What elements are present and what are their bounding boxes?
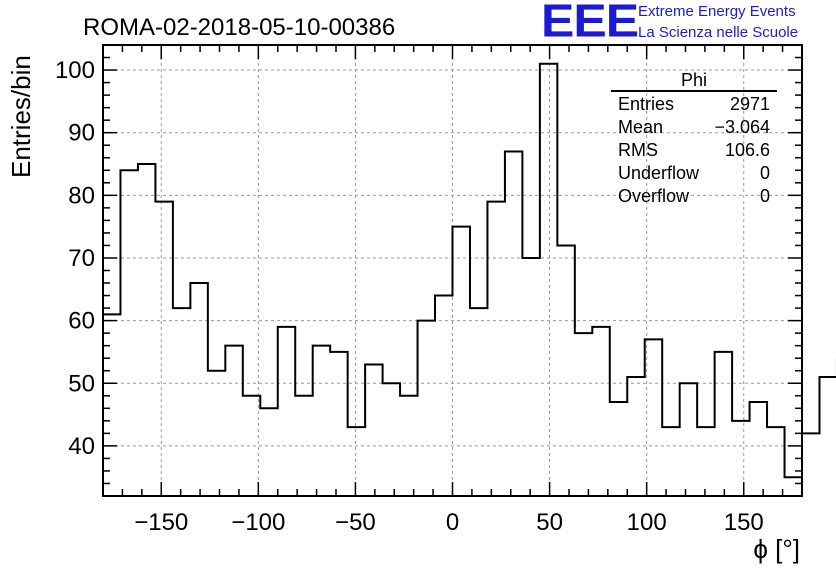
stats-box: Phi Entries 2971 Mean −3.064 RMS 106.6 U… [611, 70, 777, 206]
y-tick-label: 90 [68, 120, 95, 147]
stats-value-overflow: 0 [760, 186, 770, 206]
x-tick-label: −100 [231, 509, 285, 536]
stats-label-entries: Entries [618, 94, 674, 114]
y-tick-label: 40 [68, 433, 95, 460]
x-tick-label: 100 [627, 509, 667, 536]
y-tick-label: 80 [68, 182, 95, 209]
tick-labels: −150 −100 −50 0 50 100 150 40 50 60 70 80 90 100 [55, 57, 764, 536]
stats-title: Phi [681, 70, 707, 90]
stats-value-entries: 2971 [730, 94, 770, 114]
stats-value-rms: 106.6 [725, 140, 770, 160]
stats-label-mean: Mean [618, 117, 663, 137]
chart-title: ROMA-02-2018-05-10-00386 [83, 14, 395, 41]
stats-label-underflow: Underflow [618, 163, 700, 183]
x-tick-label: 50 [536, 509, 563, 536]
stats-value-underflow: 0 [760, 163, 770, 183]
x-tick-label: −150 [134, 509, 188, 536]
logo-line-1: Extreme Energy Events [638, 3, 796, 20]
x-axis-label: ϕ [°] [753, 534, 800, 564]
grid-lines [103, 45, 802, 496]
y-tick-label: 70 [68, 245, 95, 272]
eee-logo: EEE [541, 0, 639, 47]
y-tick-label: 100 [55, 57, 95, 84]
x-tick-label: 0 [446, 509, 459, 536]
stats-label-overflow: Overflow [618, 186, 690, 206]
y-tick-label: 50 [68, 370, 95, 397]
stats-value-mean: −3.064 [714, 117, 770, 137]
histogram-series [103, 62, 836, 479]
stats-label-rms: RMS [618, 140, 658, 160]
y-axis-label: Entries/bin [6, 55, 36, 178]
plot-frame [102, 44, 803, 497]
y-tick-label: 60 [68, 308, 95, 335]
x-tick-label: −50 [335, 509, 376, 536]
logo-line-2: La Scienza nelle Scuole [638, 24, 799, 41]
x-tick-label: 150 [724, 509, 764, 536]
